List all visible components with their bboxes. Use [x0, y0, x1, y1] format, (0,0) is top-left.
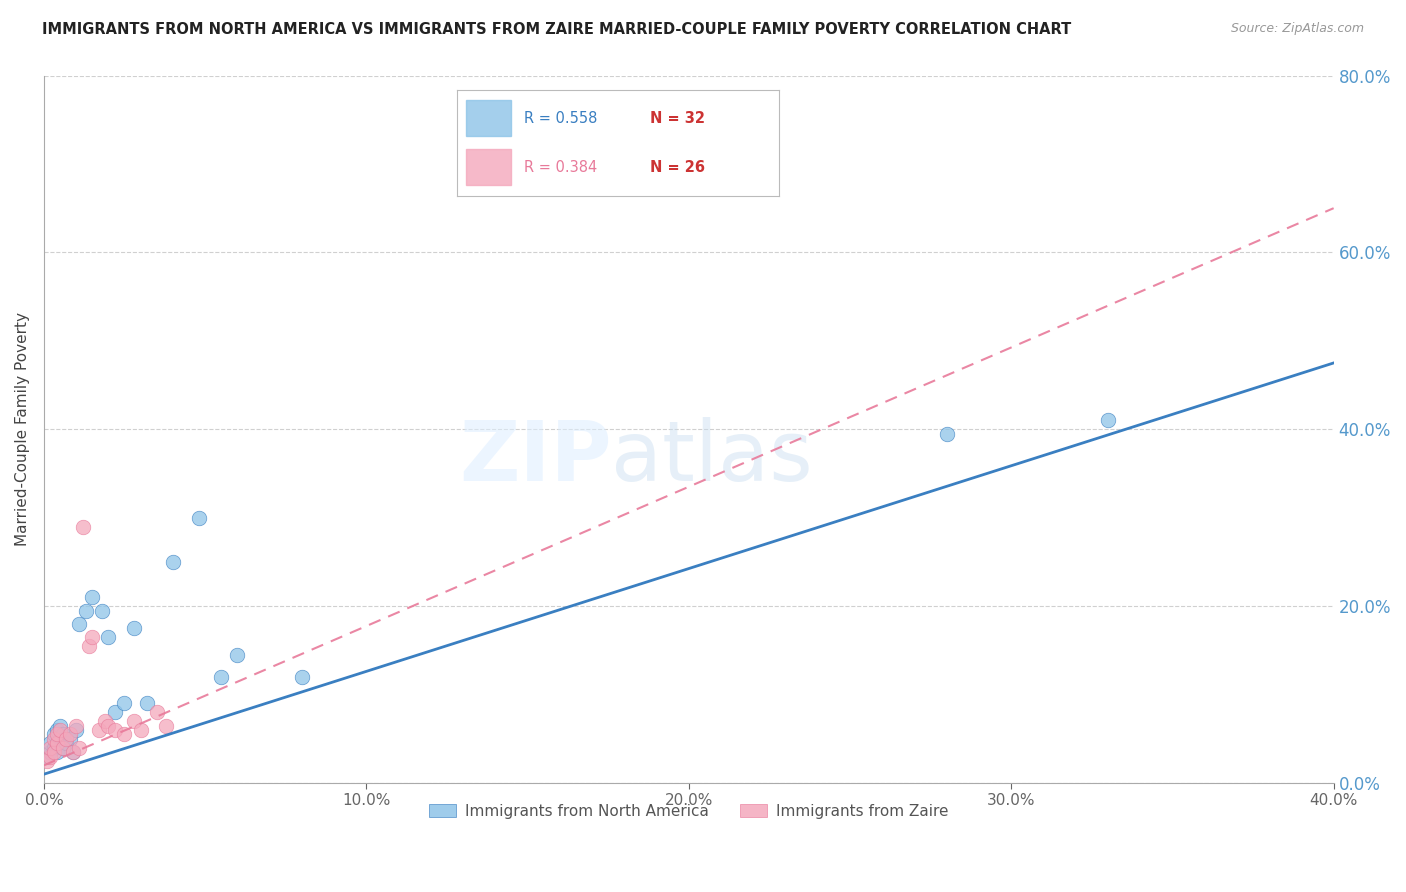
Legend: Immigrants from North America, Immigrants from Zaire: Immigrants from North America, Immigrant… — [423, 797, 955, 825]
Point — [72, 519, 94, 533]
Point — [87, 723, 110, 737]
Point — [62, 745, 84, 759]
Point — [45, 727, 67, 741]
Point — [55, 736, 77, 750]
Point — [67, 740, 90, 755]
Point — [45, 745, 67, 759]
Point — [49, 731, 72, 746]
Point — [42, 745, 65, 759]
Point — [97, 718, 120, 732]
Text: atlas: atlas — [612, 417, 813, 498]
Point — [39, 740, 62, 755]
Point — [52, 740, 75, 755]
Point — [59, 727, 82, 741]
Point — [187, 510, 209, 524]
Point — [75, 604, 97, 618]
Point — [45, 723, 67, 737]
Point — [226, 648, 249, 662]
Point — [122, 621, 145, 635]
Point — [82, 630, 104, 644]
Point — [59, 731, 82, 746]
Point — [1097, 413, 1119, 427]
Point — [42, 740, 65, 755]
Point — [52, 727, 75, 741]
Point — [136, 697, 159, 711]
Text: IMMIGRANTS FROM NORTH AMERICA VS IMMIGRANTS FROM ZAIRE MARRIED-COUPLE FAMILY POV: IMMIGRANTS FROM NORTH AMERICA VS IMMIGRA… — [42, 22, 1071, 37]
Point — [114, 697, 136, 711]
Point — [37, 754, 59, 768]
Point — [935, 426, 957, 441]
Point — [39, 749, 62, 764]
Y-axis label: Married-Couple Family Poverty: Married-Couple Family Poverty — [15, 312, 30, 546]
Point — [155, 718, 177, 732]
Point — [39, 736, 62, 750]
Point — [52, 740, 75, 755]
Point — [77, 639, 100, 653]
Point — [42, 727, 65, 741]
Point — [90, 604, 112, 618]
Point — [104, 723, 127, 737]
Point — [114, 727, 136, 741]
Point — [67, 616, 90, 631]
Point — [581, 175, 603, 189]
Point — [39, 745, 62, 759]
Point — [82, 591, 104, 605]
Point — [122, 714, 145, 728]
Point — [42, 731, 65, 746]
Point — [291, 670, 314, 684]
Point — [62, 745, 84, 759]
Point — [162, 555, 184, 569]
Point — [55, 731, 77, 746]
Point — [37, 749, 59, 764]
Point — [104, 706, 127, 720]
Point — [145, 706, 167, 720]
Point — [49, 723, 72, 737]
Text: Source: ZipAtlas.com: Source: ZipAtlas.com — [1230, 22, 1364, 36]
Point — [94, 714, 117, 728]
Point — [209, 670, 232, 684]
Point — [97, 630, 120, 644]
Point — [49, 718, 72, 732]
Point — [65, 723, 87, 737]
Point — [129, 723, 152, 737]
Text: ZIP: ZIP — [458, 417, 612, 498]
Point — [65, 718, 87, 732]
Point — [45, 736, 67, 750]
